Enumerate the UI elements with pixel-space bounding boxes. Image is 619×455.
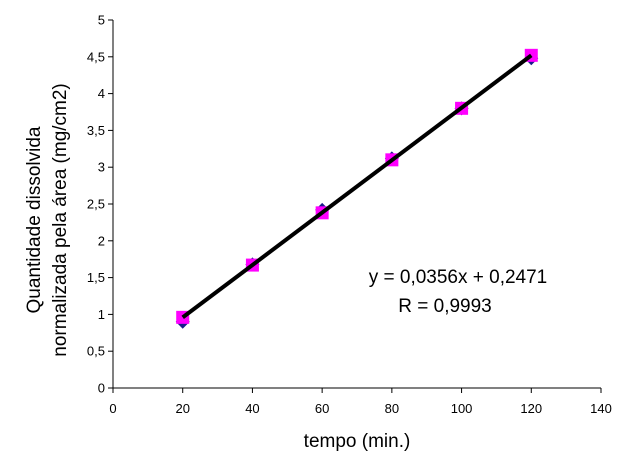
y-axis-title-line-1: Quantidade dissolvida <box>24 126 45 313</box>
equation-annotation: y = 0,0356x + 0,2471 <box>369 267 548 288</box>
y-tick-label: 3,5 <box>87 123 105 138</box>
y-tick-label: 0 <box>98 381 105 396</box>
y-tick-label: 2,5 <box>87 197 105 212</box>
y-axis-title-line-2: normalizada pela área (mg/cm2) <box>50 83 71 357</box>
x-tick-label: 20 <box>175 401 189 416</box>
y-tick-label: 1 <box>98 307 105 322</box>
x-axis-title: tempo (min.) <box>304 431 411 452</box>
x-ticks: 0 20 40 60 80 100 120 140 <box>109 388 612 416</box>
x-tick-label: 120 <box>520 401 542 416</box>
x-tick-label: 140 <box>590 401 612 416</box>
y-tick-label: 4,5 <box>87 49 105 64</box>
r-annotation: R = 0,9993 <box>398 296 492 317</box>
x-tick-label: 100 <box>451 401 473 416</box>
y-axis-title: Quantidade dissolvida normalizada pela á… <box>24 83 71 357</box>
y-tick-label: 2 <box>98 233 105 248</box>
y-tick-label: 4 <box>98 86 105 101</box>
x-tick-label: 0 <box>109 401 116 416</box>
y-ticks: 0 0,5 1 1,5 2 2,5 3 3,5 4 4,5 5 <box>87 13 113 396</box>
y-tick-label: 1,5 <box>87 270 105 285</box>
x-tick-label: 40 <box>245 401 259 416</box>
x-tick-label: 60 <box>315 401 329 416</box>
data-marks <box>175 48 539 329</box>
axes <box>112 20 601 389</box>
y-tick-label: 0,5 <box>87 344 105 359</box>
trendline <box>181 53 533 320</box>
y-tick-label: 3 <box>98 160 105 175</box>
x-tick-label: 80 <box>385 401 399 416</box>
y-tick-label: 5 <box>98 13 105 28</box>
